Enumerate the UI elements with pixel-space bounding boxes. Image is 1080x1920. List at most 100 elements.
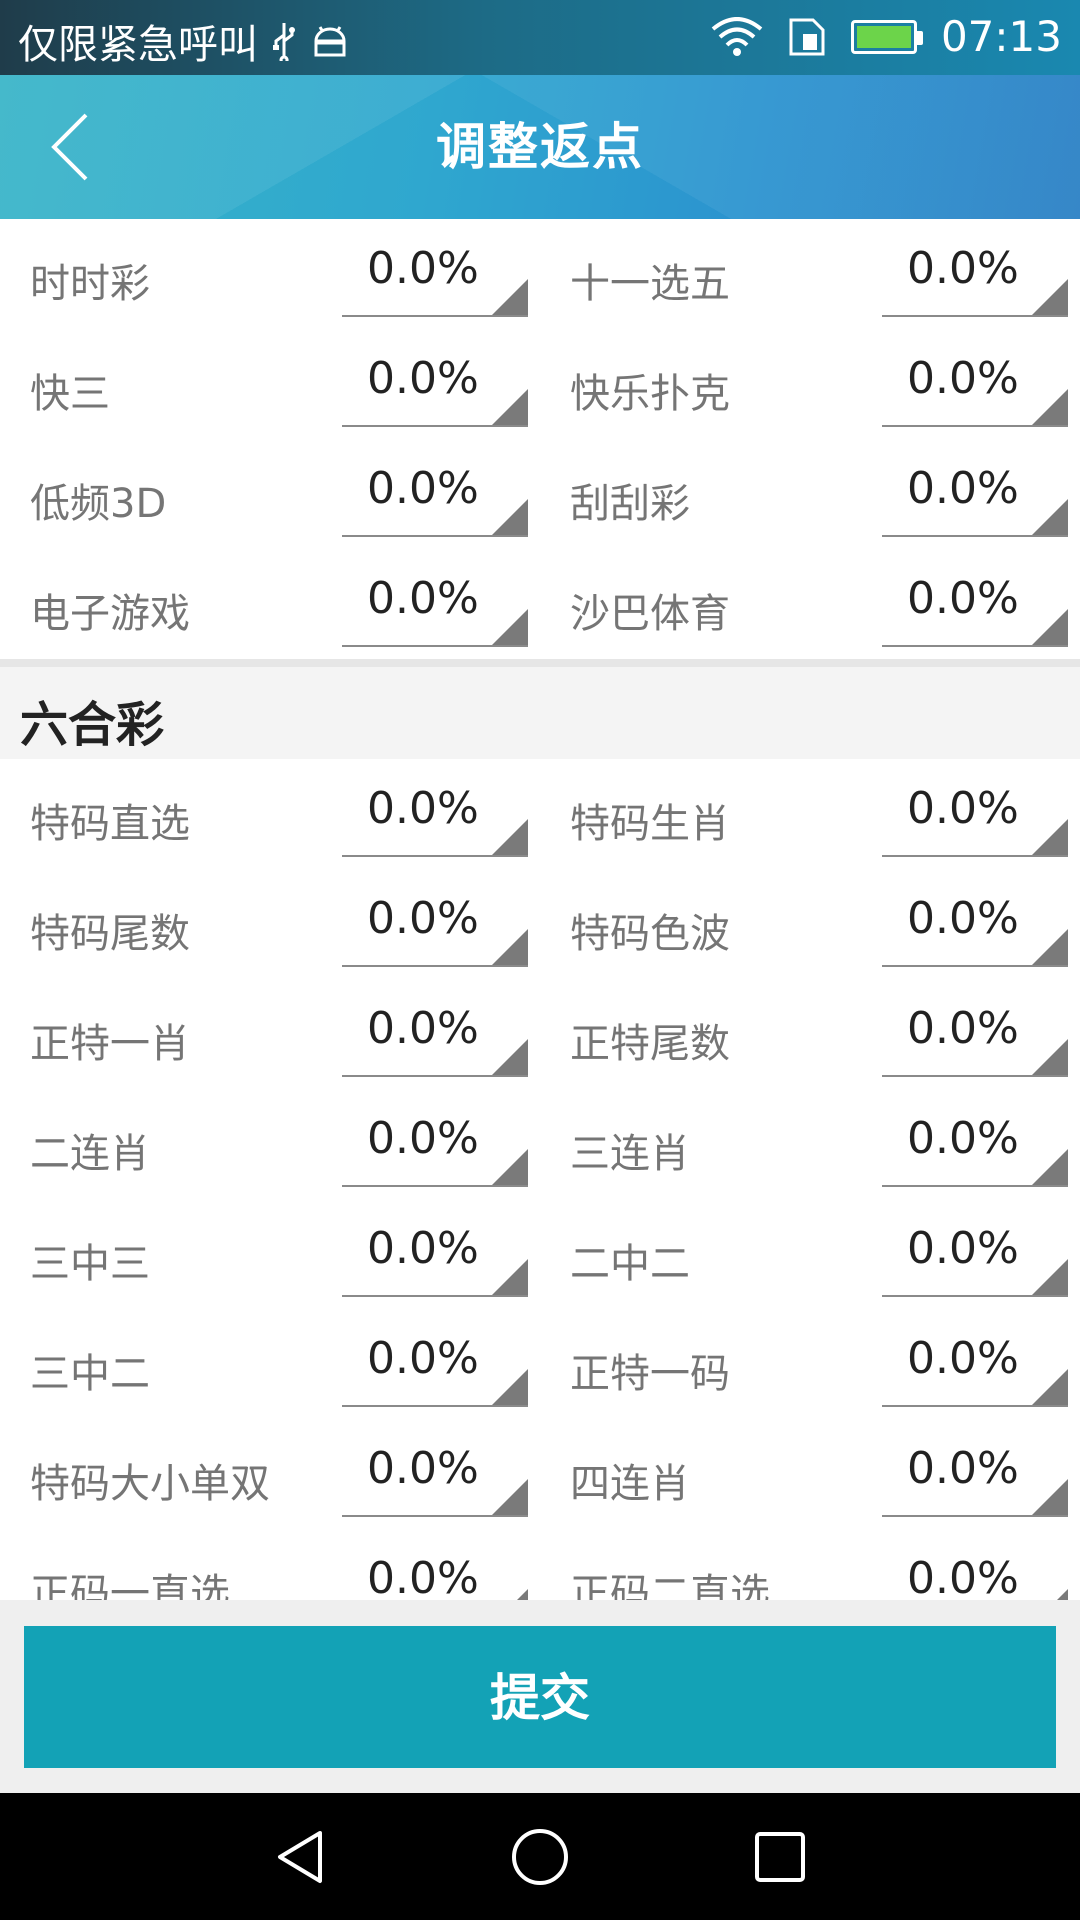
rebate-row: 三中三 0.0% 二中二 0.0%	[0, 1199, 1080, 1309]
clock: 07:13	[940, 12, 1062, 61]
rebate-item: 正特尾数 0.0%	[540, 979, 1080, 1089]
rebate-spinner[interactable]: 0.0%	[342, 449, 528, 537]
rebate-label: 电子游戏	[30, 591, 190, 637]
rebate-value: 0.0%	[367, 1003, 479, 1054]
nav-recents-button[interactable]	[700, 1793, 860, 1920]
home-circle-icon	[512, 1828, 568, 1885]
back-triangle-icon	[278, 1830, 322, 1883]
section-title: 六合彩	[20, 697, 165, 753]
rebate-item: 正码一直选 0.0%	[0, 1529, 540, 1600]
footer: 提交	[0, 1600, 1080, 1793]
android-debug-icon	[314, 26, 346, 57]
rebate-spinner[interactable]: 0.0%	[882, 1429, 1068, 1517]
dropdown-corner-icon	[492, 1589, 528, 1600]
rebate-spinner[interactable]: 0.0%	[882, 229, 1068, 317]
rebate-spinner[interactable]: 0.0%	[342, 559, 528, 647]
rebate-label: 十一选五	[570, 261, 730, 307]
rebate-spinner[interactable]: 0.0%	[882, 879, 1068, 967]
rebate-spinner[interactable]: 0.0%	[882, 559, 1068, 647]
status-bar: 仅限紧急呼叫 07:13	[0, 0, 1080, 75]
rebate-spinner[interactable]: 0.0%	[882, 1539, 1068, 1600]
rebate-value: 0.0%	[907, 1443, 1019, 1494]
nav-back-button[interactable]	[220, 1793, 380, 1920]
rebate-item: 刮刮彩 0.0%	[540, 439, 1080, 549]
rebate-row: 特码尾数 0.0% 特码色波 0.0%	[0, 869, 1080, 979]
submit-button[interactable]: 提交	[24, 1626, 1056, 1768]
rebate-label: 特码大小单双	[30, 1461, 270, 1507]
rebate-spinner[interactable]: 0.0%	[882, 449, 1068, 537]
rebate-value: 0.0%	[907, 1223, 1019, 1274]
rebate-spinner[interactable]: 0.0%	[342, 1539, 528, 1600]
rebate-label: 正特一码	[570, 1351, 730, 1397]
rebate-value: 0.0%	[907, 463, 1019, 514]
rebate-spinner[interactable]: 0.0%	[342, 879, 528, 967]
wifi-icon	[711, 16, 763, 56]
rebate-row: 正码一直选 0.0% 正码二直选 0.0%	[0, 1529, 1080, 1600]
rebate-value: 0.0%	[907, 1553, 1019, 1600]
rebate-label: 三中三	[30, 1241, 150, 1287]
rebate-label: 沙巴体育	[570, 591, 730, 637]
dropdown-corner-icon	[492, 389, 528, 425]
rebate-value: 0.0%	[907, 783, 1019, 834]
battery-charging-icon	[850, 19, 923, 54]
rebate-spinner[interactable]: 0.0%	[342, 1319, 528, 1407]
liuhecai-grid: 特码直选 0.0% 特码生肖 0.0% 特码尾数 0.0%	[0, 759, 1080, 1600]
rebate-spinner[interactable]: 0.0%	[882, 1209, 1068, 1297]
rebate-value: 0.0%	[367, 573, 479, 624]
rebate-spinner[interactable]: 0.0%	[342, 1429, 528, 1517]
rebate-item: 特码直选 0.0%	[0, 759, 540, 869]
rebate-label: 二中二	[570, 1241, 690, 1287]
rebate-spinner[interactable]: 0.0%	[342, 1099, 528, 1187]
rebate-spinner[interactable]: 0.0%	[882, 1099, 1068, 1187]
dropdown-corner-icon	[1032, 1149, 1068, 1185]
rebate-value: 0.0%	[367, 1113, 479, 1164]
rebate-value: 0.0%	[907, 353, 1019, 404]
dropdown-corner-icon	[1032, 499, 1068, 535]
rebate-label: 正特尾数	[570, 1021, 730, 1067]
rebate-spinner[interactable]: 0.0%	[342, 769, 528, 857]
rebate-item: 特码生肖 0.0%	[540, 759, 1080, 869]
rebate-spinner[interactable]: 0.0%	[342, 989, 528, 1077]
rebate-row: 特码直选 0.0% 特码生肖 0.0%	[0, 759, 1080, 869]
section-header: 六合彩	[0, 667, 1080, 759]
nav-home-button[interactable]	[460, 1793, 620, 1920]
rebate-value: 0.0%	[367, 893, 479, 944]
rebate-spinner[interactable]: 0.0%	[882, 339, 1068, 427]
dropdown-corner-icon	[1032, 819, 1068, 855]
rebate-value: 0.0%	[907, 573, 1019, 624]
rebate-value: 0.0%	[367, 1223, 479, 1274]
rebate-label: 特码尾数	[30, 911, 190, 957]
status-left: 仅限紧急呼叫	[18, 12, 350, 70]
rebate-label: 快三	[30, 371, 110, 417]
rebate-row: 二连肖 0.0% 三连肖 0.0%	[0, 1089, 1080, 1199]
dropdown-corner-icon	[492, 1259, 528, 1295]
rebate-list[interactable]: 时时彩 0.0% 十一选五 0.0% 快三 0.0%	[0, 219, 1080, 1600]
rebate-label: 特码生肖	[570, 801, 730, 847]
dropdown-corner-icon	[1032, 1369, 1068, 1405]
system-nav-bar	[0, 1793, 1080, 1920]
dropdown-corner-icon	[492, 929, 528, 965]
rebate-label: 刮刮彩	[570, 481, 690, 527]
dropdown-corner-icon	[1032, 279, 1068, 315]
rebate-spinner[interactable]: 0.0%	[882, 769, 1068, 857]
rebate-spinner[interactable]: 0.0%	[342, 339, 528, 427]
rebate-value: 0.0%	[907, 893, 1019, 944]
dropdown-corner-icon	[1032, 1039, 1068, 1075]
rebate-spinner[interactable]: 0.0%	[342, 229, 528, 317]
rebate-row: 三中二 0.0% 正特一码 0.0%	[0, 1309, 1080, 1419]
rebate-spinner[interactable]: 0.0%	[342, 1209, 528, 1297]
rebate-spinner[interactable]: 0.0%	[882, 989, 1068, 1077]
rebate-value: 0.0%	[367, 463, 479, 514]
carrier-text: 仅限紧急呼叫	[18, 22, 258, 68]
rebate-label: 三中二	[30, 1351, 150, 1397]
back-button[interactable]	[30, 105, 110, 189]
rebate-label: 正码二直选	[570, 1571, 770, 1600]
rebate-item: 二中二 0.0%	[540, 1199, 1080, 1309]
rebate-row: 时时彩 0.0% 十一选五 0.0%	[0, 219, 1080, 329]
rebate-value: 0.0%	[907, 1333, 1019, 1384]
rebate-item: 低频3D 0.0%	[0, 439, 540, 549]
rebate-value: 0.0%	[907, 1113, 1019, 1164]
page-title: 调整返点	[436, 118, 644, 176]
rebate-label: 低频3D	[30, 481, 167, 527]
rebate-spinner[interactable]: 0.0%	[882, 1319, 1068, 1407]
